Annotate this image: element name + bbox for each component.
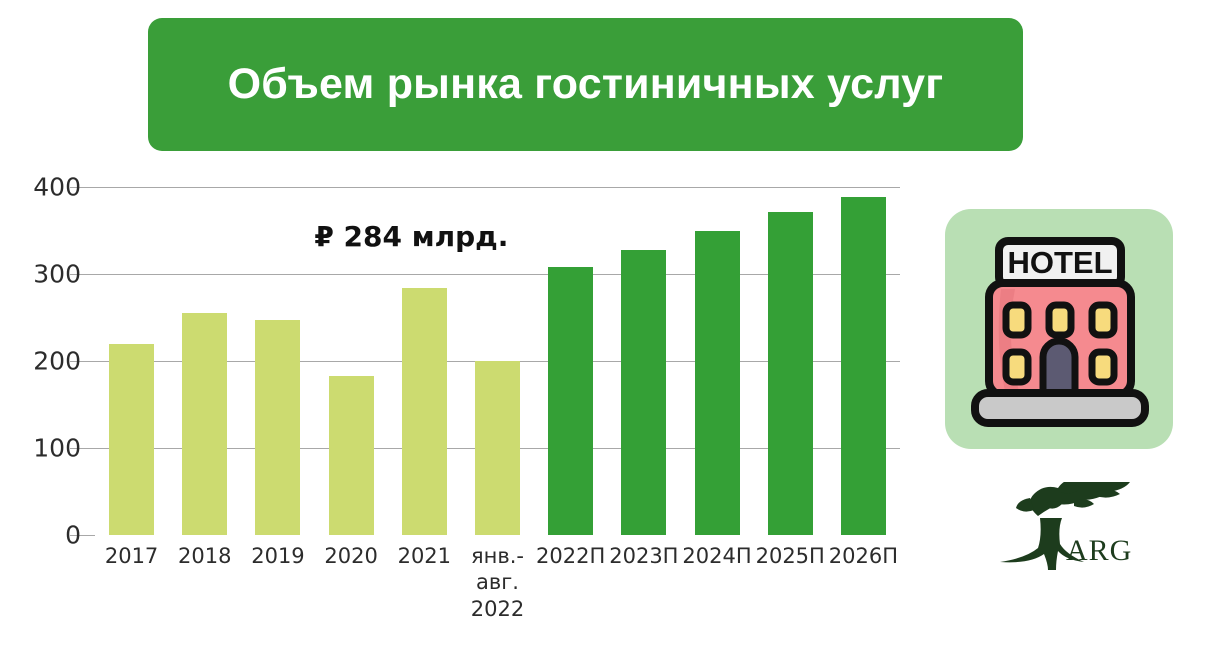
bar-2017[interactable] bbox=[109, 344, 155, 535]
x-axis-label: янв.- авг. 2022 bbox=[470, 544, 525, 621]
chart-plot-area: 0 100 200 300 400 2017 2018 2019 2020 2021 янв.- а… bbox=[33, 173, 900, 621]
y-axis-tick bbox=[70, 274, 95, 275]
bar-chart: 0 100 200 300 400 2017 2018 2019 2020 2021 янв.- а… bbox=[0, 160, 940, 656]
title-banner: Объем рынка гостиничных услуг bbox=[148, 18, 1023, 151]
bar-2023П[interactable] bbox=[621, 249, 667, 535]
x-axis-label: 2024П bbox=[682, 544, 752, 568]
bar-2026П[interactable] bbox=[840, 196, 886, 535]
x-axis-label: 2023П bbox=[609, 544, 679, 568]
gridline bbox=[95, 187, 900, 188]
x-axis-label: 2020 bbox=[324, 544, 378, 568]
callout-label: ₽ 284 млрд. bbox=[314, 219, 509, 253]
hotel-illustration-card: HOTEL bbox=[945, 209, 1173, 449]
y-axis-tick bbox=[70, 361, 95, 362]
y-axis-label: 400 bbox=[33, 172, 81, 202]
x-axis-label: 2018 bbox=[178, 544, 232, 568]
arg-logo-text: ARG bbox=[1066, 534, 1132, 567]
bar-2020[interactable] bbox=[328, 375, 374, 535]
bar-2025П[interactable] bbox=[767, 212, 813, 535]
x-axis-label: 2022П bbox=[536, 544, 606, 568]
x-axis-label: 2025П bbox=[755, 544, 825, 568]
bar-янв.--авг.-2022[interactable] bbox=[475, 361, 520, 535]
x-axis-label: 2019 bbox=[251, 544, 305, 568]
hotel-sign-text: HOTEL bbox=[1007, 245, 1112, 280]
y-axis-tick bbox=[70, 448, 95, 449]
page-title: Объем рынка гостиничных услуг bbox=[227, 59, 944, 108]
y-axis-label: 300 bbox=[33, 259, 81, 289]
y-axis-label: 0 bbox=[65, 520, 81, 550]
y-axis-label: 100 bbox=[33, 433, 81, 463]
bar-2018[interactable] bbox=[182, 313, 228, 535]
arg-logo: ARG bbox=[1000, 474, 1135, 577]
bar-2024П[interactable] bbox=[694, 230, 740, 535]
gridline bbox=[95, 274, 900, 275]
y-axis-label: 200 bbox=[33, 346, 81, 376]
hotel-icon: HOTEL bbox=[971, 237, 1149, 427]
y-axis-tick bbox=[70, 187, 95, 188]
x-axis-label: 2021 bbox=[397, 544, 452, 568]
x-axis-label: 2017 bbox=[104, 544, 159, 568]
y-axis-tick bbox=[70, 535, 95, 536]
x-axis-label: 2026П bbox=[828, 544, 899, 568]
bar-2019[interactable] bbox=[255, 320, 301, 535]
bar-2021[interactable] bbox=[401, 287, 447, 535]
tree-logo-icon: ARG bbox=[1000, 474, 1132, 570]
bar-2022П[interactable] bbox=[548, 267, 594, 535]
